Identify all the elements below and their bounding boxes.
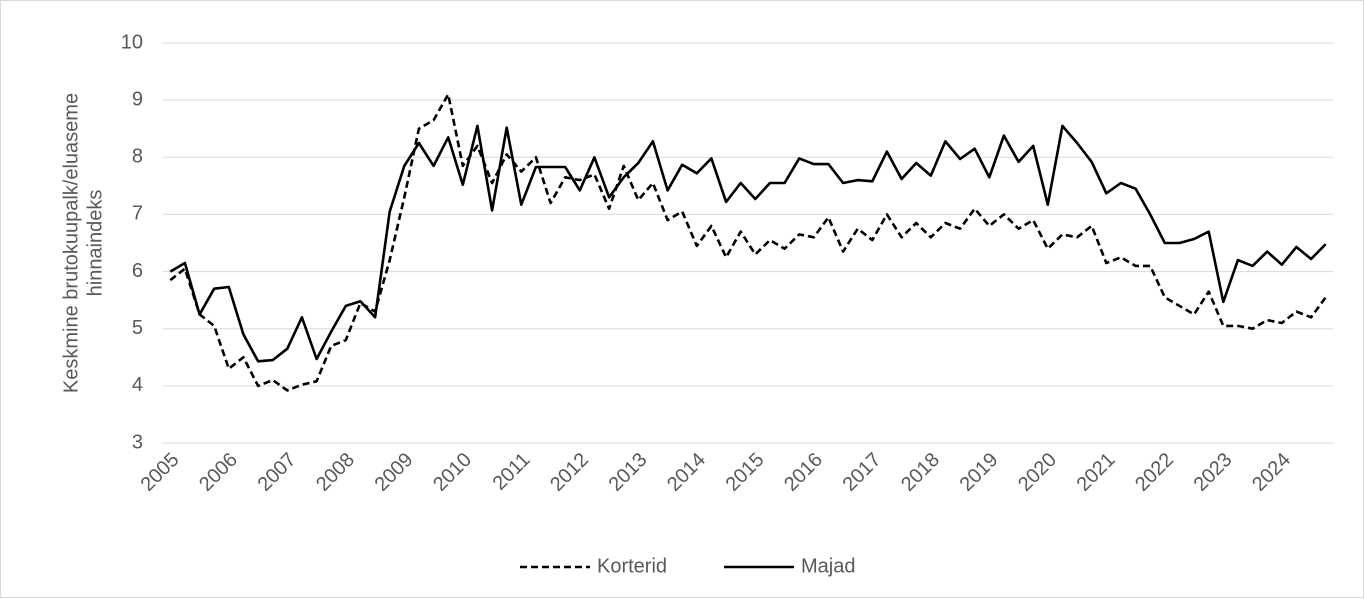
y-tick-label: 4 xyxy=(132,374,143,396)
y-tick-label: 3 xyxy=(132,431,143,453)
line-series xyxy=(169,124,1327,363)
y-tick-label: 5 xyxy=(132,317,143,339)
y-tick-label: 10 xyxy=(121,31,143,53)
y-axis-title: hinnaindeks xyxy=(84,190,106,297)
y-tick-label: 9 xyxy=(132,88,143,110)
y-tick-label: 7 xyxy=(132,203,143,225)
legend-label: Majad xyxy=(801,555,855,577)
legend-label: Korterid xyxy=(597,555,667,577)
y-axis-title: Keskmine brutokuupalk/eluaseme xyxy=(60,93,82,393)
y-tick-label: 8 xyxy=(132,146,143,168)
y-tick-label: 6 xyxy=(132,260,143,282)
